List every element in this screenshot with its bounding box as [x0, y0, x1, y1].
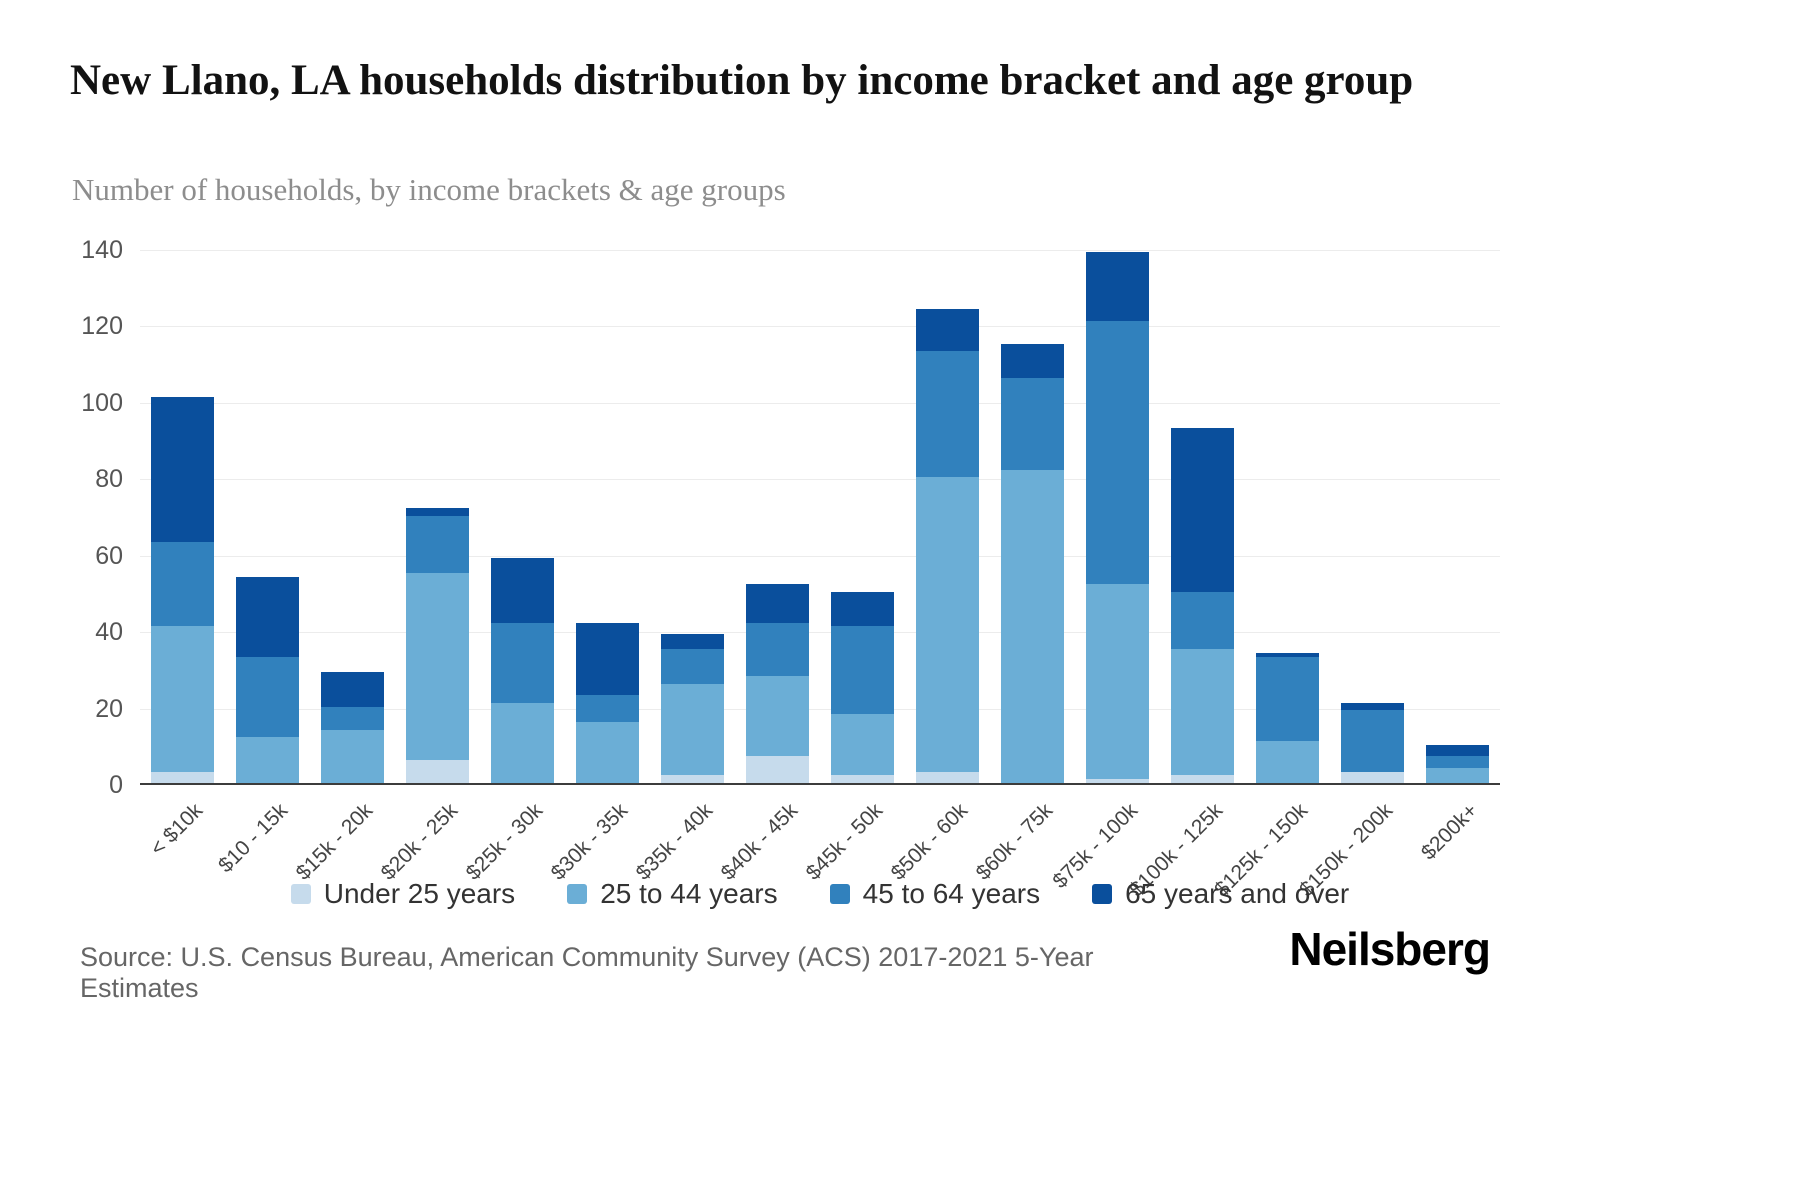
legend-item[interactable]: Under 25 years	[290, 878, 516, 910]
bar-segment[interactable]	[491, 622, 554, 703]
bar-segment[interactable]	[746, 584, 809, 623]
bar-segment[interactable]	[151, 771, 214, 783]
bar-segment[interactable]	[746, 756, 809, 783]
gridline	[140, 632, 1500, 634]
bar-segment[interactable]	[831, 626, 894, 715]
gridline	[140, 708, 1500, 710]
brand-logo: Neilsberg	[1289, 923, 1491, 975]
bar-segment[interactable]	[321, 672, 384, 707]
legend-label: 45 to 64 years	[862, 878, 1041, 909]
bar-segment[interactable]	[1426, 744, 1489, 757]
gridline	[140, 402, 1500, 404]
y-axis-tick-label: 120	[81, 312, 123, 341]
legend-label: 65 years and over	[1125, 878, 1350, 909]
bar-segment[interactable]	[831, 714, 894, 776]
bar-segment[interactable]	[1171, 427, 1234, 592]
bar-segment[interactable]	[406, 507, 469, 516]
chart-legend: Under 25 years 25 to 44 years 45 to 64 yea…	[140, 878, 1500, 910]
bar-segment[interactable]	[1171, 649, 1234, 776]
bar-segment[interactable]	[1256, 656, 1319, 741]
chart-title: New Llano, LA households distribution by…	[70, 57, 1414, 104]
bar-segment[interactable]	[406, 515, 469, 573]
bar-segment[interactable]	[916, 771, 979, 783]
legend-label: 25 to 44 years	[600, 878, 778, 909]
bar-segment[interactable]	[1086, 779, 1149, 783]
legend-item[interactable]: 25 to 44 years	[567, 878, 778, 910]
y-axis-tick-label: 0	[109, 771, 123, 799]
bar-segment[interactable]	[661, 633, 724, 650]
bar-segment[interactable]	[916, 477, 979, 772]
bar-segment[interactable]	[916, 351, 979, 478]
legend-swatch	[290, 884, 311, 904]
gridline	[140, 326, 1500, 328]
legend-swatch	[1092, 884, 1113, 904]
bar-segment[interactable]	[831, 775, 894, 783]
bar-segment[interactable]	[576, 695, 639, 722]
bar-segment[interactable]	[1341, 771, 1404, 783]
bar-segment[interactable]	[491, 702, 554, 783]
y-axis-tick-label: 140	[81, 236, 123, 264]
bar-segment[interactable]	[1001, 469, 1064, 783]
bar-segment[interactable]	[1171, 591, 1234, 650]
stacked-bar-chart: 0 20 40 60 80 100 120 140 < $10k $10 - 15k $15k -…	[0, 236, 1800, 901]
bar-segment[interactable]	[1001, 377, 1064, 470]
bar-segment[interactable]	[236, 737, 299, 783]
plot-area	[140, 250, 1500, 785]
bar-segment[interactable]	[661, 775, 724, 783]
legend-item[interactable]: 45 to 64 years	[829, 878, 1041, 910]
bar-segment[interactable]	[1426, 767, 1489, 783]
source-note: Source: U.S. Census Bureau, American Com…	[80, 942, 1094, 1003]
bar-segment[interactable]	[1426, 756, 1489, 768]
gridline	[140, 250, 1500, 251]
y-axis-tick-label: 100	[81, 388, 123, 417]
bar-segment[interactable]	[321, 706, 384, 730]
bar-segment[interactable]	[661, 683, 724, 776]
chart-subtitle: Number of households, by income brackets…	[72, 172, 786, 207]
bar-segment[interactable]	[321, 729, 384, 783]
bar-segment[interactable]	[151, 542, 214, 627]
bar-segment[interactable]	[746, 622, 809, 676]
bar-segment[interactable]	[491, 557, 554, 623]
y-axis-tick-label: 60	[95, 541, 123, 570]
legend-label: Under 25 years	[323, 878, 516, 909]
legend-swatch	[829, 884, 850, 904]
bar-segment[interactable]	[151, 397, 214, 543]
bar-segment[interactable]	[236, 656, 299, 738]
y-axis-tick-label: 80	[95, 465, 123, 494]
bar-segment[interactable]	[1341, 710, 1404, 772]
bar-segment[interactable]	[1086, 584, 1149, 780]
bar-segment[interactable]	[1256, 653, 1319, 657]
bar-segment[interactable]	[1086, 320, 1149, 585]
bar-segment[interactable]	[1171, 775, 1234, 783]
bar-segment[interactable]	[1256, 740, 1319, 783]
legend-swatch	[567, 884, 588, 904]
bar-segment[interactable]	[406, 572, 469, 761]
gridline	[140, 479, 1500, 481]
legend-item[interactable]: 65 years and over	[1092, 878, 1349, 910]
bar-segment[interactable]	[576, 721, 639, 783]
bar-segment[interactable]	[746, 676, 809, 757]
y-axis-tick-label: 40	[95, 618, 123, 647]
bar-segment[interactable]	[236, 576, 299, 657]
bar-segment[interactable]	[831, 591, 894, 627]
bar-segment[interactable]	[151, 626, 214, 772]
bar-segment[interactable]	[661, 649, 724, 684]
bar-segment[interactable]	[576, 622, 639, 696]
bar-segment[interactable]	[406, 760, 469, 783]
bar-segment[interactable]	[1001, 343, 1064, 378]
bar-segment[interactable]	[1341, 702, 1404, 711]
bar-segment[interactable]	[1086, 251, 1149, 321]
gridline	[140, 555, 1500, 557]
bar-segment[interactable]	[916, 309, 979, 352]
y-axis-tick-label: 20	[95, 694, 123, 723]
